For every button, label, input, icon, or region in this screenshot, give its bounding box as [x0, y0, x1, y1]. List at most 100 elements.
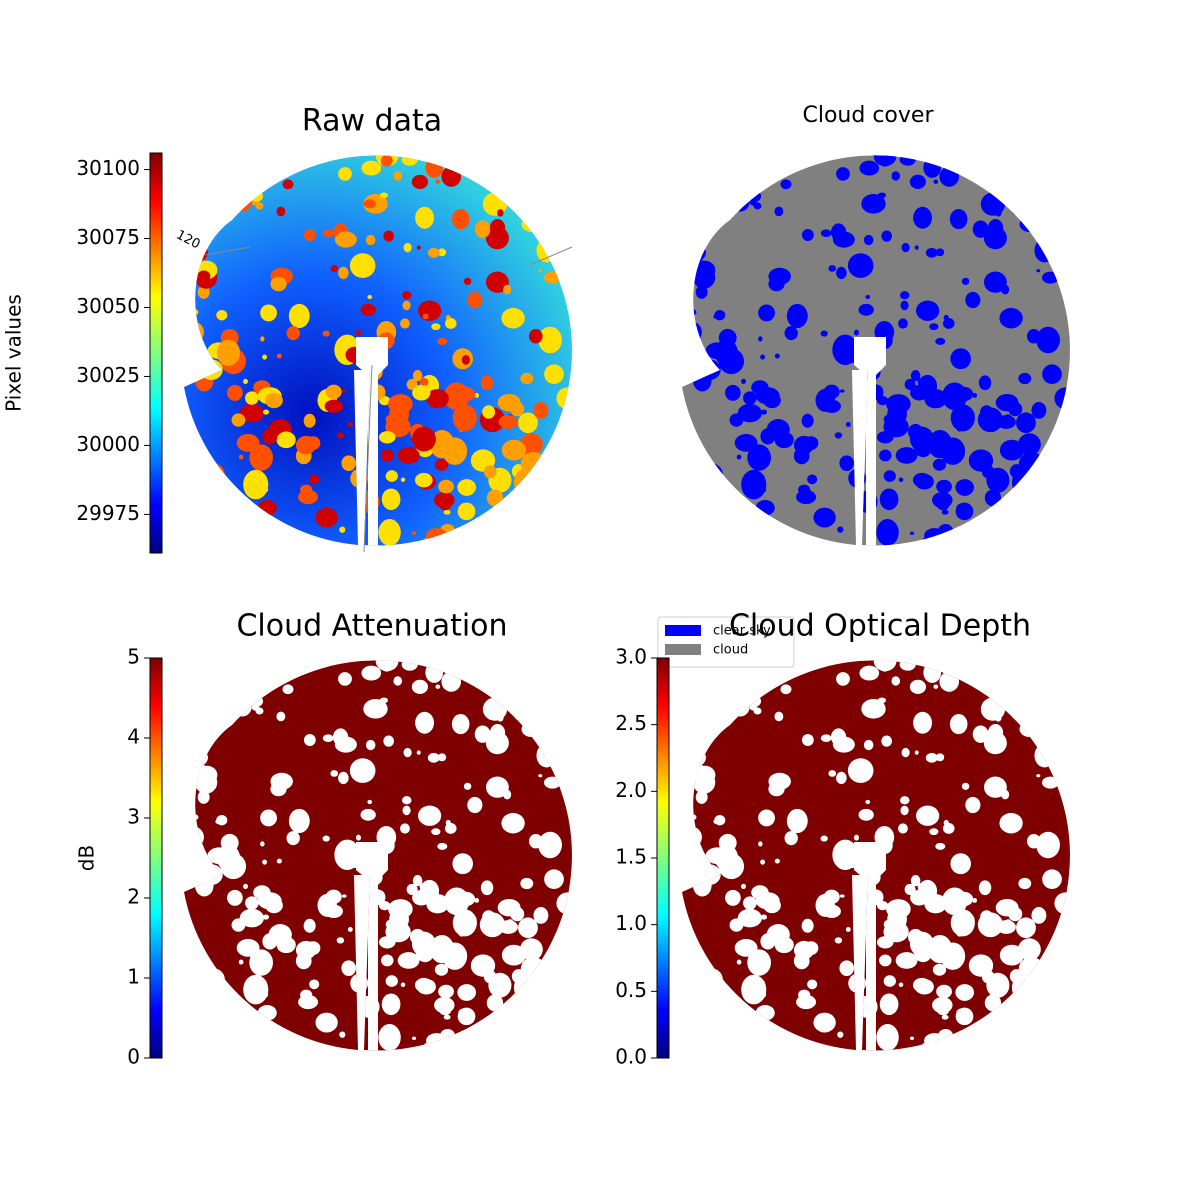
cloud-gap — [415, 206, 434, 229]
cloud-gap — [919, 535, 943, 546]
cloud-gap — [334, 736, 357, 753]
cloud-gap — [1041, 175, 1062, 193]
cloud-gap — [401, 660, 418, 671]
cloud-gap — [695, 270, 709, 283]
cloud-gap — [199, 864, 223, 886]
cloud-gap — [1041, 461, 1063, 478]
cloud-gap — [238, 959, 244, 965]
cloud-gap — [929, 828, 939, 836]
cloud-gap — [521, 721, 541, 737]
cloud-gap — [195, 874, 214, 897]
cloud-gap — [288, 303, 310, 328]
cloud-gap — [697, 463, 723, 486]
cloud-gap — [878, 660, 891, 672]
cloud-gap — [184, 983, 194, 993]
cloud-gap — [1036, 326, 1060, 354]
cloud-gap — [1025, 1012, 1048, 1036]
mask-block — [854, 337, 886, 546]
cloud-gap — [538, 831, 562, 859]
cloud-gap — [489, 219, 506, 237]
cloud-gap — [383, 230, 394, 242]
cloud-gap — [828, 770, 837, 777]
cloud-gap — [955, 502, 974, 521]
cloud-gap — [755, 500, 775, 516]
cloud-gap — [567, 740, 572, 745]
cloud-gap — [924, 894, 947, 914]
cloud-gap — [221, 534, 245, 546]
cloud-gap — [1019, 721, 1039, 737]
cloud-gap — [1031, 907, 1047, 924]
cloud-gap — [1018, 451, 1044, 476]
cloud-gap — [1016, 199, 1033, 213]
cloud-gap — [813, 1012, 836, 1033]
cloud-gap — [330, 770, 339, 777]
cloud-gap — [942, 887, 968, 916]
cloud-gap — [760, 859, 766, 865]
polar-axis — [204, 246, 251, 256]
cloud-gap — [855, 881, 861, 886]
cloud-gap — [431, 828, 441, 836]
cloud-gap — [1060, 683, 1070, 697]
cloud-gap — [959, 860, 968, 870]
polar-axis — [529, 246, 573, 266]
cloud-gap — [161, 438, 183, 458]
cloud-gap — [482, 405, 496, 419]
cloud-gap — [437, 248, 447, 257]
cloud-gap — [226, 178, 240, 194]
cloud-gap — [732, 498, 750, 517]
cloud-gap — [389, 907, 409, 931]
cloud-gap — [784, 831, 798, 846]
cloud-gap — [478, 155, 499, 167]
cloud-gap — [925, 752, 938, 763]
cloud-gap — [501, 812, 525, 834]
cloud-gap — [276, 431, 296, 449]
cloud-gap — [682, 983, 692, 993]
cloud-gap — [550, 980, 564, 997]
cloud-gap — [721, 185, 727, 189]
cloud-gap — [700, 193, 706, 197]
cloud-gap — [1034, 238, 1055, 263]
cloud-gap — [807, 979, 818, 990]
cloud-gap — [669, 308, 682, 319]
cloud-gap — [999, 944, 1024, 966]
cloud-gap — [736, 959, 742, 965]
cloud-gap — [701, 512, 723, 534]
cloud-gap — [543, 680, 564, 698]
cloud-gap — [303, 413, 316, 428]
cloud-gap — [184, 981, 199, 1008]
cloud-gap — [980, 910, 994, 924]
tick-label: 2.0 — [615, 778, 647, 802]
cloud-gap — [416, 245, 421, 250]
cloud-gap — [471, 297, 477, 304]
cloud-gap — [803, 941, 819, 956]
cloud-gap — [426, 1033, 448, 1049]
cloud-gap — [411, 426, 436, 452]
cloud-gap — [438, 479, 454, 494]
cloud-gap — [378, 936, 396, 949]
cloud-gap — [780, 684, 792, 695]
cloud-gap — [184, 321, 204, 344]
cloud-gap — [768, 781, 785, 797]
cloud-gap — [365, 234, 376, 246]
cloud-gap — [192, 864, 199, 869]
cloud-gap — [714, 310, 726, 321]
panel-title: Cloud Attenuation — [236, 609, 507, 644]
tick-label: 2.5 — [615, 711, 647, 735]
cloud-gap — [1055, 1029, 1070, 1051]
cloud-gap — [813, 507, 836, 528]
cloud-gap — [923, 157, 942, 178]
cloud-gap — [822, 904, 841, 918]
cloud-gap — [735, 1036, 754, 1051]
cloud-gap — [322, 835, 330, 842]
cloud-gap — [452, 660, 476, 672]
cloud-gap — [250, 695, 264, 707]
cloud-gap — [774, 858, 780, 864]
cloud-gap — [1005, 527, 1031, 546]
cloud-gap — [412, 889, 431, 906]
cloud-gap — [538, 269, 543, 273]
cloud-gap — [1016, 917, 1036, 939]
cloud-gap — [412, 875, 423, 887]
cloud-gap — [1011, 497, 1036, 526]
tick-label: 4 — [127, 725, 140, 749]
cloud-gap — [338, 771, 349, 785]
